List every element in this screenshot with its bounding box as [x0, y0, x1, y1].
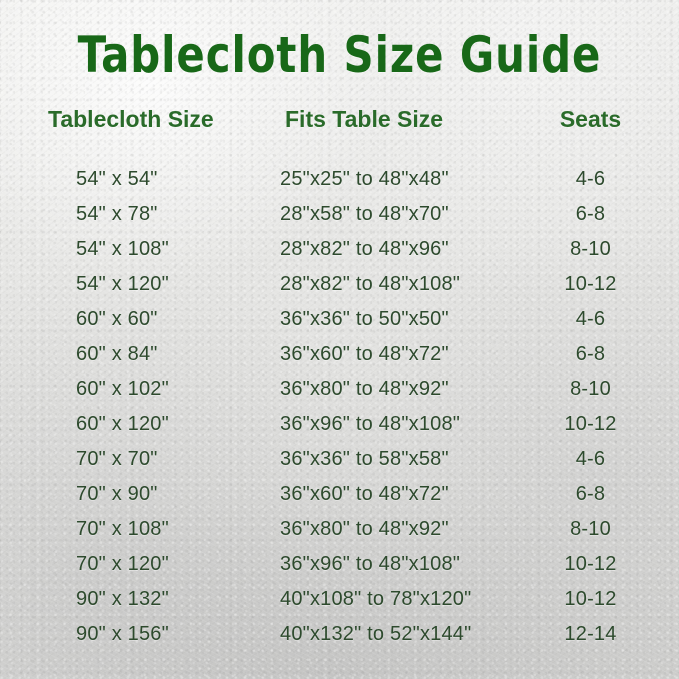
table-row: 54" x 78" 28"x58" to 48"x70" 6-8: [0, 197, 679, 232]
cell-fits-table-size: 36"x60" to 48"x72": [280, 483, 449, 505]
cell-fits-table-size: 28"x82" to 48"x108": [280, 273, 461, 295]
cell-fits-table-size: 40"x132" to 52"x144": [280, 623, 472, 645]
cell-tablecloth-size: 90" x 132": [76, 588, 169, 610]
cell-seats: 8-10: [570, 238, 611, 260]
cell-fits-table-size: 28"x82" to 48"x96": [280, 238, 449, 260]
cell-tablecloth-size: 54" x 78": [76, 203, 158, 225]
cell-tablecloth-size: 70" x 70": [76, 448, 158, 470]
column-header-seats: Seats: [559, 106, 622, 132]
cell-tablecloth-size: 54" x 120": [76, 273, 169, 295]
size-guide-table: Tablecloth Size Fits Table Size Seats 54…: [0, 106, 679, 652]
cell-tablecloth-size: 60" x 102": [76, 378, 169, 400]
cell-fits-table-size: 36"x60" to 48"x72": [280, 343, 449, 365]
cell-tablecloth-size: 60" x 120": [76, 413, 169, 435]
cell-fits-table-size: 36"x80" to 48"x92": [280, 378, 449, 400]
column-header-tablecloth-size: Tablecloth Size: [48, 106, 214, 132]
cell-seats: 8-10: [570, 518, 611, 540]
cell-seats: 10-12: [564, 413, 617, 435]
cell-fits-table-size: 36"x36" to 58"x58": [280, 448, 449, 470]
table-row: 90" x 132" 40"x108" to 78"x120" 10-12: [0, 582, 679, 617]
cell-fits-table-size: 36"x80" to 48"x92": [280, 518, 449, 540]
page-title: Tablecloth Size Guide: [77, 26, 602, 84]
cell-seats: 6-8: [575, 483, 606, 505]
cell-fits-table-size: 40"x108" to 78"x120": [280, 588, 472, 610]
cell-fits-table-size: 28"x58" to 48"x70": [280, 203, 449, 225]
table-header: Tablecloth Size Fits Table Size Seats: [0, 106, 679, 162]
cell-seats: 10-12: [564, 588, 617, 610]
table-row: 60" x 84" 36"x60" to 48"x72" 6-8: [0, 337, 679, 372]
table-row: 90" x 156" 40"x132" to 52"x144" 12-14: [0, 617, 679, 652]
cell-fits-table-size: 25"x25" to 48"x48": [280, 168, 449, 190]
cell-seats: 10-12: [564, 273, 617, 295]
table-row: 70" x 108" 36"x80" to 48"x92" 8-10: [0, 512, 679, 547]
cell-fits-table-size: 36"x36" to 50"x50": [280, 308, 449, 330]
cell-tablecloth-size: 54" x 54": [76, 168, 158, 190]
cell-tablecloth-size: 70" x 90": [76, 483, 158, 505]
cell-seats: 4-6: [575, 308, 606, 330]
cell-fits-table-size: 36"x96" to 48"x108": [280, 413, 461, 435]
table-row: 54" x 120" 28"x82" to 48"x108" 10-12: [0, 267, 679, 302]
table-row: 70" x 120" 36"x96" to 48"x108" 10-12: [0, 547, 679, 582]
table-row: 60" x 102" 36"x80" to 48"x92" 8-10: [0, 372, 679, 407]
table-row: 70" x 90" 36"x60" to 48"x72" 6-8: [0, 477, 679, 512]
column-header-fits-table-size: Fits Table Size: [285, 106, 444, 132]
table-row: 54" x 108" 28"x82" to 48"x96" 8-10: [0, 232, 679, 267]
cell-tablecloth-size: 70" x 120": [76, 553, 169, 575]
table-body: 54" x 54" 25"x25" to 48"x48" 4-6 54" x 78" 2…: [0, 162, 679, 652]
cell-tablecloth-size: 54" x 108": [76, 238, 169, 260]
table-row: 70" x 70" 36"x36" to 58"x58" 4-6: [0, 442, 679, 477]
cell-seats: 4-6: [575, 448, 606, 470]
cell-seats: 6-8: [575, 343, 606, 365]
table-row: 60" x 60" 36"x36" to 50"x50" 4-6: [0, 302, 679, 337]
table-header-row: Tablecloth Size Fits Table Size Seats: [0, 106, 679, 162]
cell-tablecloth-size: 60" x 60": [76, 308, 158, 330]
cell-tablecloth-size: 90" x 156": [76, 623, 169, 645]
table-row: 54" x 54" 25"x25" to 48"x48" 4-6: [0, 162, 679, 197]
cell-tablecloth-size: 70" x 108": [76, 518, 169, 540]
cell-tablecloth-size: 60" x 84": [76, 343, 158, 365]
cell-fits-table-size: 36"x96" to 48"x108": [280, 553, 461, 575]
cell-seats: 10-12: [564, 553, 617, 575]
cell-seats: 6-8: [575, 203, 606, 225]
cell-seats: 4-6: [575, 168, 606, 190]
table-row: 60" x 120" 36"x96" to 48"x108" 10-12: [0, 407, 679, 442]
cell-seats: 8-10: [570, 378, 611, 400]
cell-seats: 12-14: [564, 623, 617, 645]
